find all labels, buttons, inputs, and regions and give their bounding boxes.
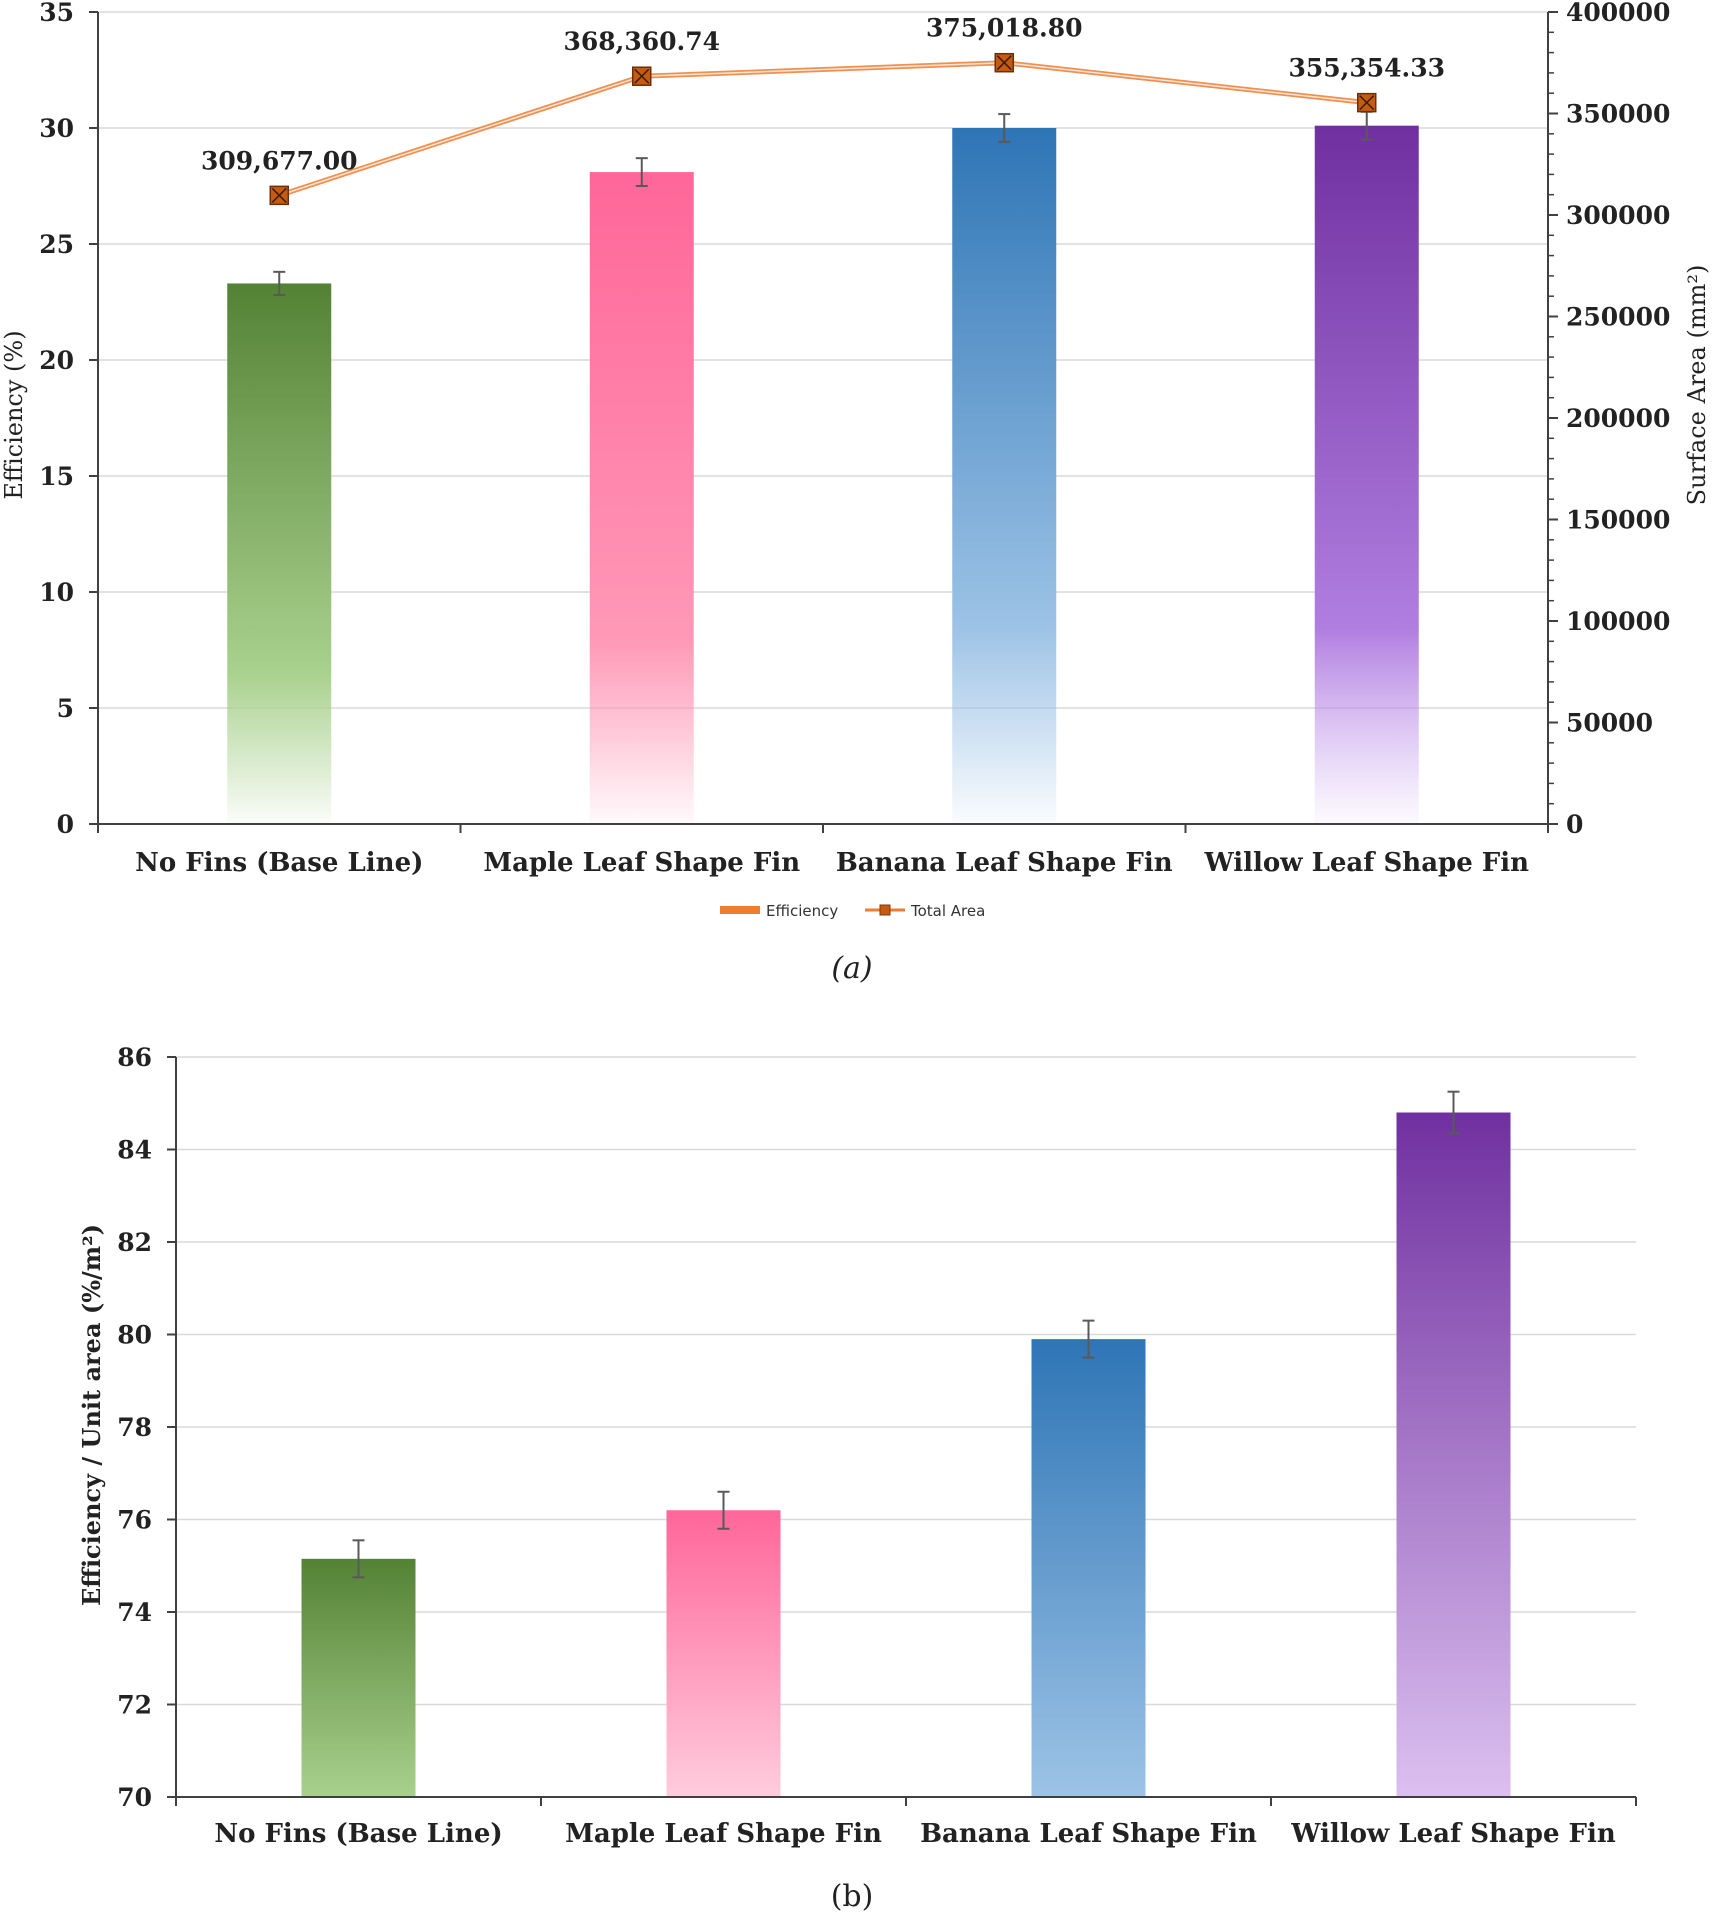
total-area-marker-cross: [271, 187, 287, 203]
panel-b-caption: (b): [831, 1879, 874, 1914]
y2-tick-label: 150000: [1566, 506, 1670, 535]
chart-b: 70 72 74 76 78 80 82 84 86 No Fins (Base Line) Ma…: [77, 1043, 1637, 1914]
panel-a-caption: (a): [831, 951, 872, 986]
total-area-line-path: [278, 60, 1368, 198]
category-labels: No Fins (Base Line) Maple Leaf Shape Fin B…: [214, 1819, 1616, 1849]
error-bars: [273, 110, 1373, 297]
y-tick-label: 86: [117, 1043, 152, 1072]
total-area-marker-cross: [634, 68, 650, 84]
y-axis-title: Efficiency / Unit area (%/m²): [77, 1224, 106, 1606]
total-area-line: [269, 52, 1377, 206]
legend: Efficiency Total Area: [720, 902, 985, 920]
data-labels: 309,677.00 368,360.74 375,018.80 355,354.33: [201, 14, 1445, 176]
category-label: Willow Leaf Shape Fin: [1290, 1819, 1616, 1849]
y2-tick-label: 350000: [1566, 100, 1670, 129]
bar-no-fins-base-line: [301, 1558, 416, 1797]
y-tick-labels: 0 5 10 15 20 25 30 35: [39, 0, 74, 839]
y2-tick-label: 300000: [1566, 201, 1670, 230]
total-area-marker-cross: [996, 55, 1012, 71]
category-label: Willow Leaf Shape Fin: [1203, 848, 1529, 878]
data-label-banana-leaf-shape-fin: 375,018.80: [926, 14, 1083, 43]
y-tick-label: 35: [39, 0, 74, 27]
y-tick-label: 72: [117, 1691, 152, 1720]
y-tick-label: 76: [117, 1506, 152, 1535]
data-label-maple-leaf-shape-fin: 368,360.74: [563, 27, 720, 56]
bars: [227, 125, 1419, 825]
y-tick-labels: 70 72 74 76 78 80 82 84 86: [117, 1043, 152, 1812]
bar-maple-leaf-shape-fin: [666, 1510, 781, 1797]
data-label-willow-leaf-shape-fin: 355,354.33: [1288, 54, 1445, 83]
category-label: Banana Leaf Shape Fin: [836, 848, 1173, 878]
y-tick-label: 78: [117, 1413, 152, 1442]
bars: [301, 1112, 1511, 1797]
y-tick-label: 30: [39, 114, 74, 143]
bar-banana-leaf-shape-fin: [1031, 1339, 1146, 1797]
y2-tick-label: 50000: [1566, 709, 1653, 738]
y-tick-label: 5: [57, 694, 74, 723]
y2-tick-label: 400000: [1566, 0, 1670, 27]
y-tick-label: 0: [57, 810, 74, 839]
total-area-line-highlight: [279, 61, 1367, 197]
y2-axis-title: Surface Area (mm²): [1683, 265, 1711, 506]
y2-tick-label: 250000: [1566, 303, 1670, 332]
legend-label-efficiency: Efficiency: [766, 902, 838, 920]
error-bars: [352, 1090, 1460, 1579]
y-axis-title: Efficiency (%): [0, 330, 28, 499]
y2-tick-labels: 0 50000 100000 150000 200000 250000 300000 3500…: [1566, 0, 1670, 839]
y-tick-label: 70: [117, 1783, 152, 1812]
total-area-marker-cross: [1359, 95, 1375, 111]
category-label: No Fins (Base Line): [135, 848, 423, 878]
gridlines: [98, 11, 1548, 709]
bar-willow-leaf-shape-fin: [1314, 125, 1419, 825]
category-label: Banana Leaf Shape Fin: [920, 1819, 1257, 1849]
legend-label-total-area: Total Area: [910, 902, 985, 920]
chart-a: 0 5 10 15 20 25 30 35 0 50000 100000 150000 200000 2…: [0, 0, 1711, 986]
gridlines: [176, 1056, 1636, 1706]
bar-willow-leaf-shape-fin: [1396, 1112, 1511, 1797]
y-tick-label: 25: [39, 230, 74, 259]
bar-banana-leaf-shape-fin: [952, 128, 1057, 824]
y-tick-label: 15: [39, 462, 74, 491]
y-tick-label: 74: [117, 1598, 152, 1627]
y-tick-label: 80: [117, 1321, 152, 1350]
axes: [167, 1056, 1637, 1806]
legend-swatch-total-area-marker: [879, 904, 891, 916]
category-label: No Fins (Base Line): [214, 1819, 502, 1849]
y2-tick-label: 0: [1566, 810, 1583, 839]
y-tick-label: 82: [117, 1228, 152, 1257]
y-tick-label: 84: [117, 1136, 152, 1165]
bar-no-fins-base-line: [227, 283, 332, 824]
category-labels: No Fins (Base Line) Maple Leaf Shape Fin B…: [135, 848, 1529, 878]
y2-tick-label: 200000: [1566, 404, 1670, 433]
y-tick-label: 10: [39, 578, 74, 607]
bar-maple-leaf-shape-fin: [589, 172, 694, 824]
category-label: Maple Leaf Shape Fin: [483, 848, 800, 878]
data-label-no-fins-base-line: 309,677.00: [201, 146, 358, 175]
legend-swatch-efficiency: [720, 906, 760, 914]
y-tick-label: 20: [39, 346, 74, 375]
axes: [89, 11, 1558, 833]
y2-tick-label: 100000: [1566, 607, 1670, 636]
category-label: Maple Leaf Shape Fin: [565, 1819, 882, 1849]
